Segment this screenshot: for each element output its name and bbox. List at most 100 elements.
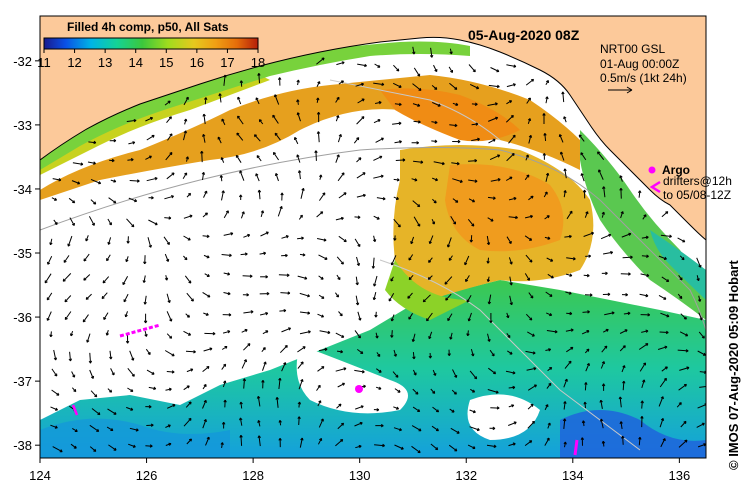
current-vector-head: [244, 252, 248, 256]
current-vector: [102, 276, 110, 284]
current-vector: [659, 378, 667, 388]
colorbar-gradient: [43, 37, 259, 50]
current-vector: [101, 292, 108, 299]
current-vector: [373, 235, 376, 242]
current-vector: [566, 346, 574, 353]
current-vector-head: [183, 130, 187, 134]
current-vector-head: [398, 427, 402, 432]
current-vector: [281, 327, 291, 333]
current-vector-head: [563, 168, 567, 172]
current-vector: [258, 420, 261, 427]
current-vector: [488, 138, 496, 144]
current-vector: [450, 332, 453, 340]
current-vector-head: [509, 261, 513, 265]
current-vector-head: [340, 422, 345, 426]
current-vector: [106, 426, 114, 431]
current-vector: [335, 367, 347, 372]
current-vector-head: [434, 120, 438, 125]
current-vector-head: [106, 258, 110, 262]
current-vector-head: [262, 347, 266, 351]
current-vector: [469, 83, 479, 89]
current-vector-head: [486, 242, 491, 246]
current-vector-head: [645, 235, 649, 240]
current-vector: [545, 96, 548, 104]
current-vector-head: [172, 404, 176, 408]
drifter-legend-label-1: drifters@12h: [663, 174, 732, 188]
current-vector-head: [302, 346, 306, 350]
current-vector-head: [509, 351, 513, 355]
current-vector: [223, 74, 226, 86]
current-vector: [560, 151, 565, 161]
current-vector: [83, 253, 90, 262]
current-vector-head: [204, 212, 208, 216]
current-vector-head: [105, 332, 110, 336]
current-vector: [338, 192, 347, 199]
current-vector-head: [108, 222, 112, 226]
current-vector-head: [436, 409, 440, 413]
current-vector-head: [444, 281, 448, 285]
current-vector: [391, 330, 393, 338]
current-vector: [376, 368, 382, 373]
current-vector-head: [624, 329, 628, 333]
current-vector-head: [378, 386, 382, 390]
current-vector: [677, 237, 686, 243]
current-vector-head: [608, 233, 612, 237]
current-vector-head: [227, 330, 231, 334]
current-vector-head: [415, 391, 419, 395]
current-vector: [505, 176, 513, 181]
current-vector-head: [223, 74, 227, 78]
current-vector-head: [85, 238, 89, 242]
current-vector: [431, 85, 438, 90]
drifter-track-1: [119, 323, 161, 338]
current-vector: [623, 312, 631, 315]
current-vector: [696, 257, 702, 268]
current-vector-head: [109, 389, 113, 393]
current-vector-head: [297, 170, 302, 173]
current-vector-head: [610, 250, 614, 255]
current-vector-head: [297, 401, 302, 405]
current-vector: [221, 254, 232, 256]
current-vector-head: [531, 333, 535, 337]
current-vector-head: [529, 259, 533, 263]
current-vector: [392, 82, 402, 88]
current-vector-head: [72, 200, 76, 204]
current-vector-head: [242, 378, 247, 382]
current-vector-head: [466, 299, 470, 303]
argo-float-marker: [355, 385, 363, 393]
current-vector: [258, 435, 261, 447]
current-vector: [447, 237, 452, 248]
current-vector-head: [148, 244, 152, 248]
current-vector-head: [563, 401, 567, 404]
current-vector-head: [512, 134, 516, 138]
current-vector: [696, 422, 705, 428]
lon-tick-label: 126: [136, 468, 158, 483]
current-vector: [641, 330, 649, 333]
current-vector-head: [426, 318, 430, 322]
current-vector: [317, 131, 320, 143]
current-vector: [353, 137, 360, 144]
current-vector-head: [530, 214, 533, 219]
credit-label: © IMOS 07-Aug-2020 05:09 Hobart: [726, 260, 741, 470]
current-vector: [297, 112, 301, 122]
current-vector-head: [223, 380, 227, 384]
current-vector-head: [278, 419, 282, 423]
current-vector: [219, 93, 222, 103]
current-vector-head: [563, 116, 567, 120]
current-vector-head: [580, 437, 585, 440]
current-vector: [527, 421, 535, 429]
current-vector-head: [496, 406, 500, 410]
current-vector-head: [378, 369, 382, 373]
current-vector-head: [217, 136, 221, 140]
current-vector-head: [563, 190, 567, 193]
current-vector-head: [324, 347, 328, 352]
current-vector-head: [618, 396, 623, 400]
current-vector-head: [685, 349, 689, 353]
current-vector: [489, 349, 495, 357]
current-vector-head: [471, 353, 475, 357]
current-vector-head: [581, 420, 586, 424]
current-vector: [509, 295, 513, 305]
current-vector: [564, 360, 572, 369]
coastline: [40, 36, 706, 241]
current-vector-head: [206, 436, 210, 440]
current-vector-head: [221, 118, 225, 122]
